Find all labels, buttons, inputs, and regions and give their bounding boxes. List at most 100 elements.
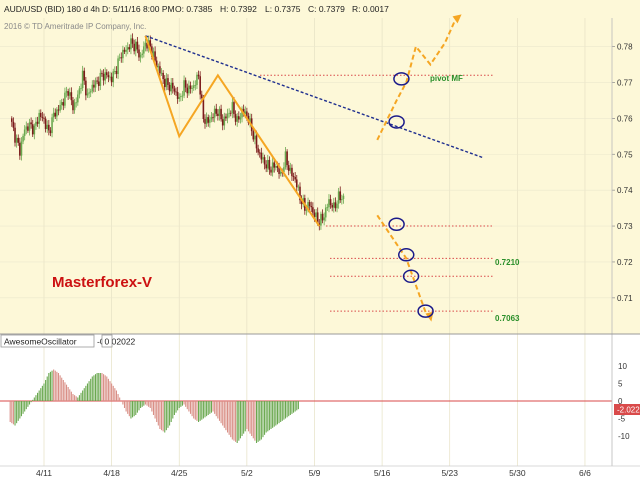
candle-body (249, 118, 251, 123)
candle-body (11, 118, 13, 122)
candle-body (242, 108, 245, 114)
y-tick-label: 0.72 (617, 258, 633, 267)
candle-body (154, 51, 156, 61)
candle-body (231, 102, 234, 114)
candle-body (279, 171, 282, 174)
oscillator-bars (0, 369, 612, 443)
candle-body (70, 92, 73, 101)
candle-body (226, 113, 229, 119)
y-tick-label: 0.76 (617, 114, 633, 123)
candle-body (122, 49, 124, 59)
candle-body (80, 88, 82, 89)
oscillator-name-box[interactable] (0, 334, 95, 348)
candle-body (239, 117, 242, 120)
candle-body (223, 116, 226, 126)
y-tick-label: 0.75 (617, 150, 633, 159)
projection-up-arrowhead (452, 14, 462, 24)
candle-body (167, 78, 169, 85)
osc-y-tick-label: 0 (618, 397, 623, 406)
candle-body (62, 102, 65, 106)
x-tick-label: 5/2 (241, 468, 253, 478)
price-panel-background (0, 0, 640, 334)
candle-body (112, 71, 115, 83)
candle-body (283, 167, 285, 173)
candle-body (265, 164, 267, 169)
candle-body (273, 162, 276, 168)
oscillator-header: AwesomeOscillator -0.002022 0 (0, 334, 136, 348)
candle-body (342, 195, 345, 200)
candle-body (305, 209, 308, 211)
candle-body (31, 124, 34, 135)
level-label-0-7063: 0.7063 (495, 314, 520, 323)
candle-body (189, 85, 192, 89)
candle-body (160, 72, 163, 74)
x-tick-label: 4/18 (103, 468, 120, 478)
candle-body (49, 130, 52, 134)
y-tick-label: 0.74 (617, 186, 633, 195)
candle-body (284, 151, 287, 168)
candle-body (192, 85, 195, 89)
oscillator-badge-text: -2.022 (617, 406, 640, 415)
candle-body (64, 92, 66, 106)
candle-body (184, 80, 187, 88)
marked-point-circle (417, 304, 434, 318)
candle-body (23, 129, 26, 136)
y-tick-label: 0.73 (617, 222, 633, 231)
candle-body (333, 202, 335, 208)
candle-body (180, 96, 182, 98)
candle-body (51, 117, 53, 134)
candle-body (336, 203, 338, 209)
oscillator-flag-box[interactable] (101, 334, 113, 348)
candle-body (252, 131, 255, 140)
candle-body (115, 70, 118, 75)
header-bar: AUD/USD (BID) 180 d 4h D: 5/11/16 8:00 P… (4, 4, 389, 31)
marked-point-circle (388, 115, 405, 129)
osc-y-tick-label: -10 (618, 432, 630, 441)
low-label: L: 0.7375 (265, 4, 301, 14)
candle-body (33, 125, 36, 135)
level-label-0-7210: 0.7210 (495, 258, 520, 267)
candle-body (215, 108, 218, 114)
candle-body (276, 165, 279, 168)
candle-body (88, 92, 90, 94)
candle-body (107, 75, 110, 78)
range-label: R: 0.0017 (352, 4, 389, 14)
candle-body (246, 111, 248, 116)
candle-body (218, 108, 221, 116)
x-tick-label: 4/11 (36, 468, 52, 478)
candle-body (308, 202, 311, 207)
candle-body (27, 126, 29, 131)
x-tick-label: 5/23 (441, 468, 458, 478)
candle-body (292, 176, 295, 177)
candle-body (178, 97, 181, 99)
watermark-label: Masterforex-V (52, 274, 152, 291)
candle-body (323, 217, 325, 221)
oscillator-value: -0.002022 (97, 337, 136, 347)
marked-point-circle (388, 217, 405, 232)
candle-body (244, 111, 247, 114)
annotations-overlay (144, 14, 484, 322)
candle-body (41, 116, 44, 118)
candle-body (35, 121, 37, 126)
candle-body (255, 135, 258, 149)
candle-body (209, 119, 211, 123)
candle-body (183, 80, 185, 96)
symbol-label[interactable]: AUD/USD (BID) 180 d 4h (4, 4, 100, 14)
oscillator-current-badge: -2.022 (614, 404, 640, 415)
candle-body (168, 84, 171, 92)
candle-body (316, 212, 319, 224)
candle-body (324, 207, 327, 218)
x-tick-label: 5/16 (374, 468, 391, 478)
oscillator-name: AwesomeOscillator (4, 337, 77, 347)
candle-body (48, 124, 50, 131)
candle-body (93, 84, 95, 88)
candle-body (65, 91, 68, 93)
candle-body (75, 102, 77, 104)
candle-body (128, 47, 131, 50)
candle-body (139, 55, 142, 58)
candle-body (165, 78, 168, 88)
copyright-label: 2016 © TD Ameritrade IP Company, Inc. (4, 22, 146, 31)
candle-body (68, 92, 71, 96)
candle-body (217, 113, 219, 116)
candle-body (89, 91, 92, 93)
